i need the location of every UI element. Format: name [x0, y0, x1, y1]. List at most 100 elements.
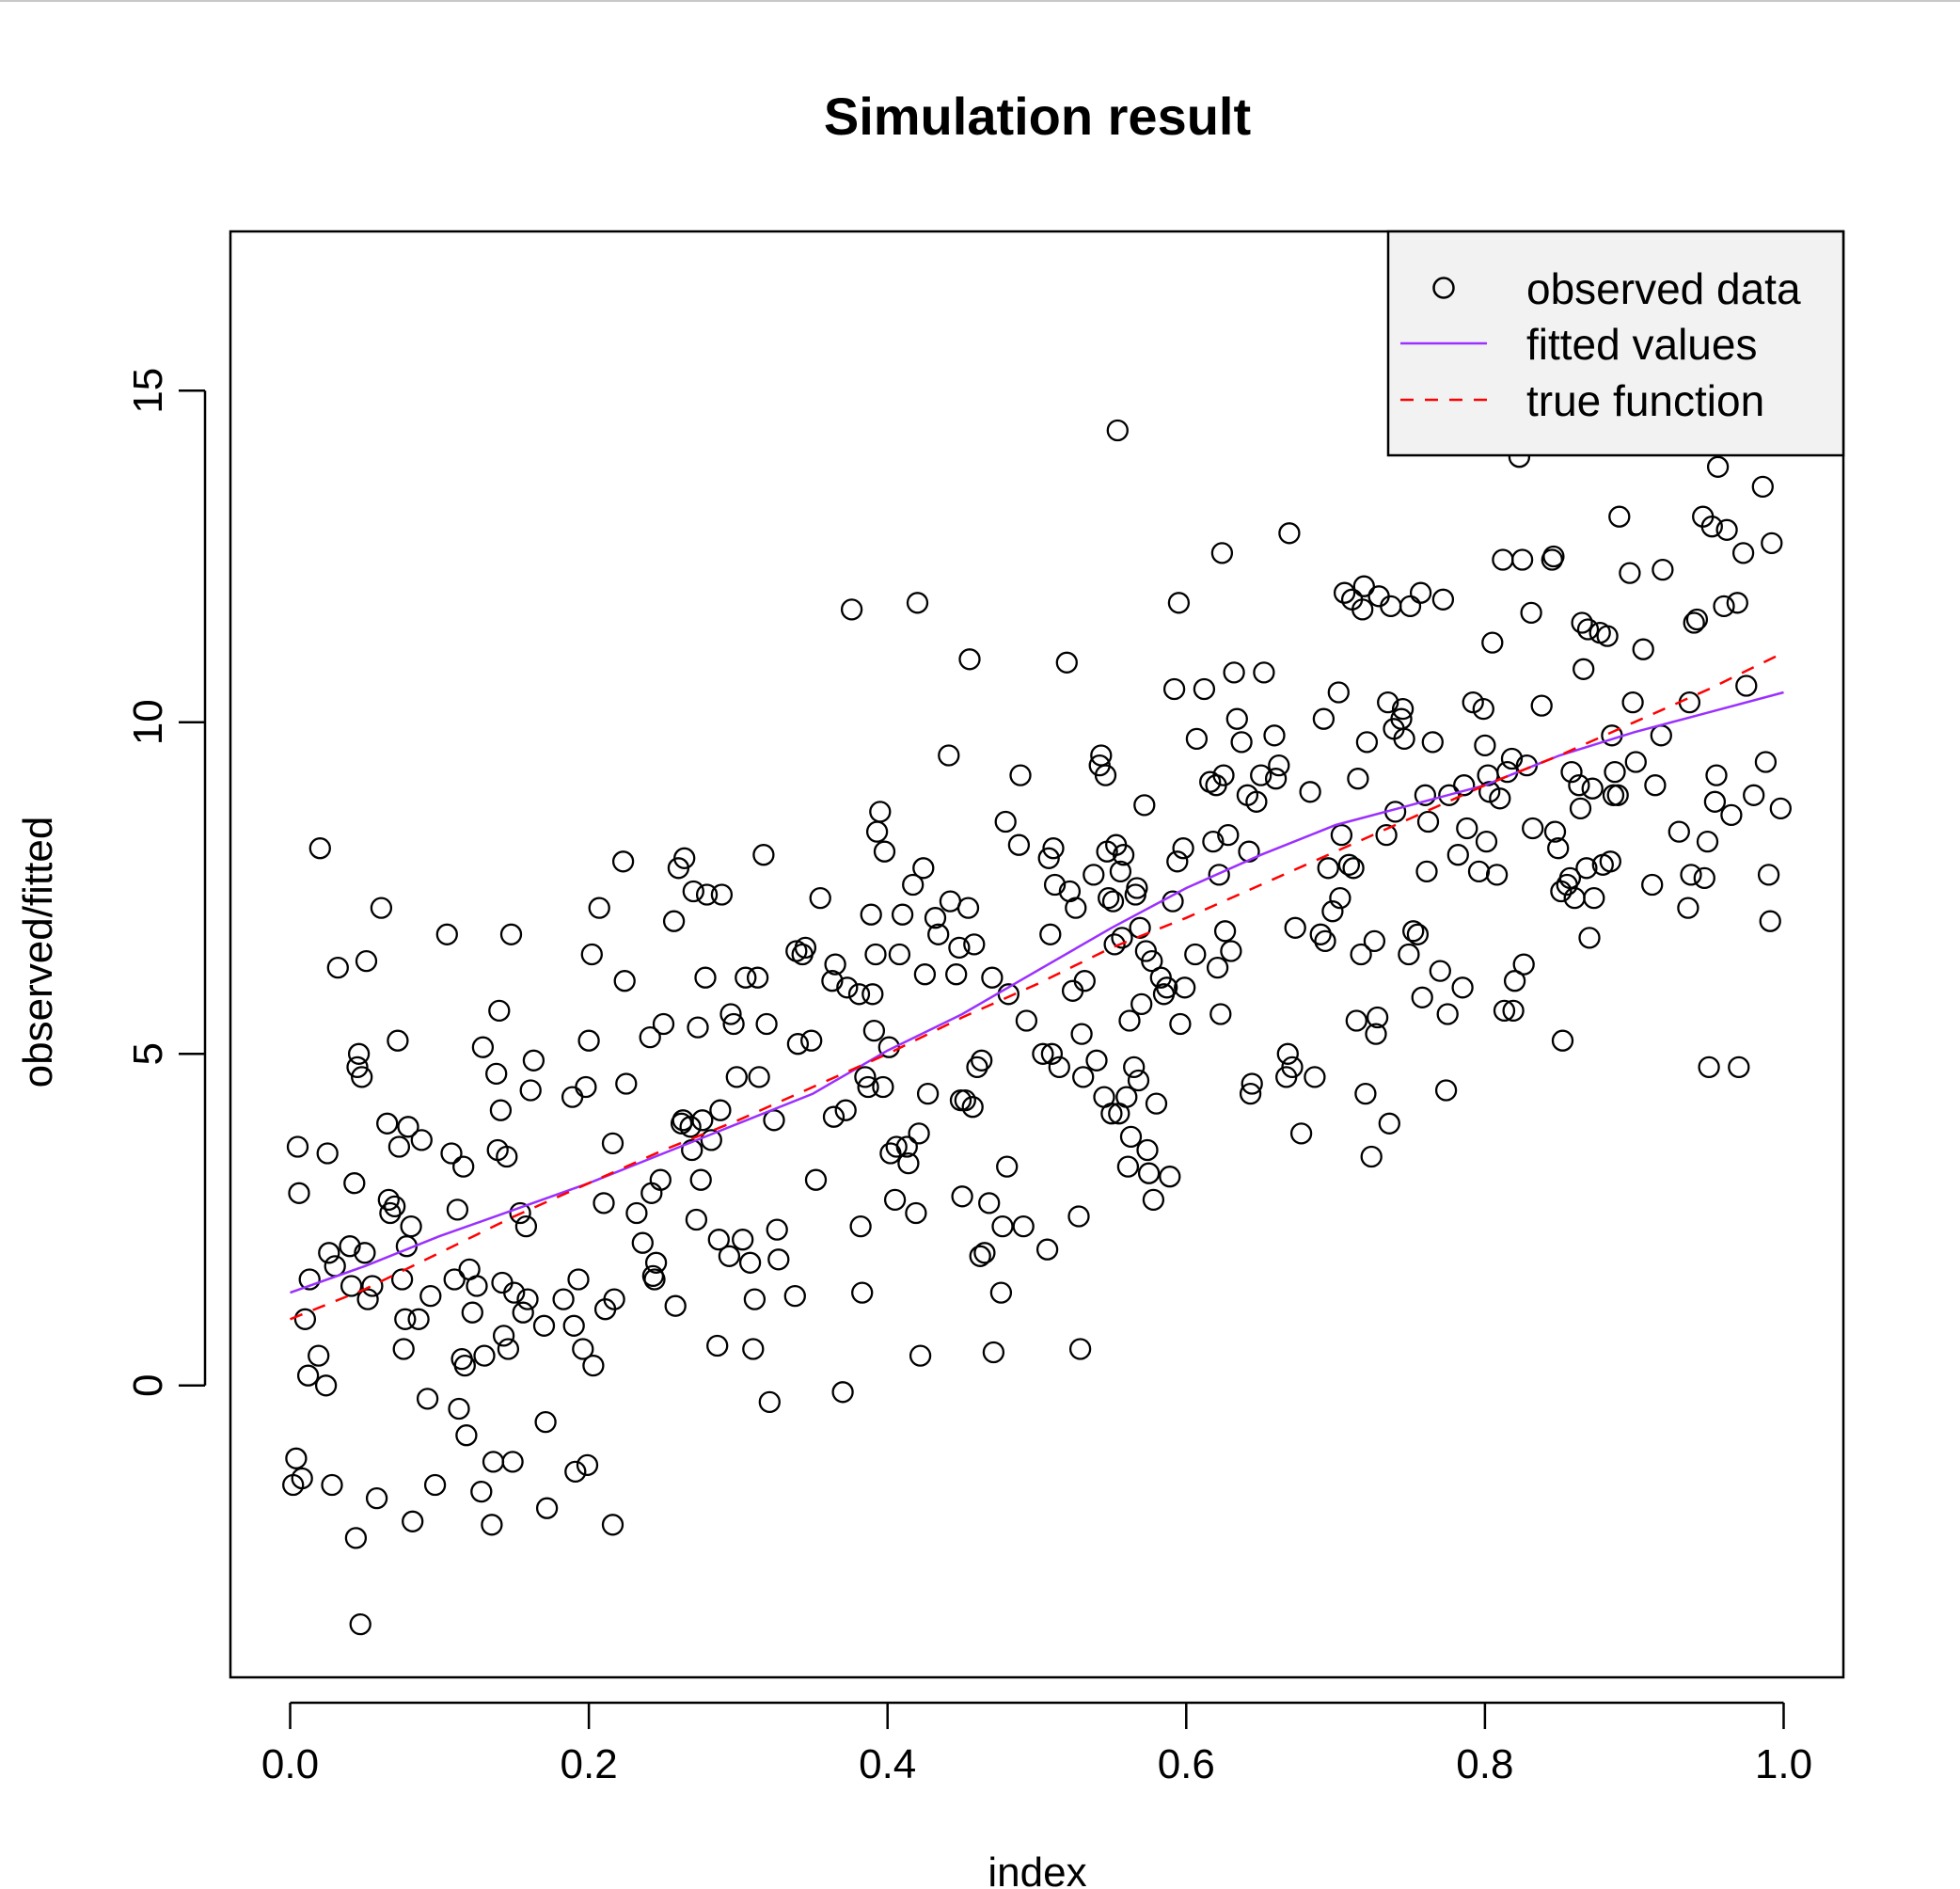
- data-point: [1223, 661, 1245, 684]
- data-point: [370, 897, 393, 919]
- data-point: [1596, 625, 1619, 647]
- data-point: [996, 1155, 1019, 1178]
- data-point: [1757, 864, 1780, 886]
- x-tick-label: 0.4: [859, 1741, 916, 1787]
- data-point: [1705, 764, 1728, 786]
- data-point: [1327, 681, 1350, 704]
- data-point: [1123, 1056, 1146, 1079]
- data-point: [873, 840, 896, 863]
- data-point: [1355, 731, 1379, 754]
- data-point: [1264, 768, 1288, 790]
- data-point: [576, 1453, 599, 1477]
- data-point: [909, 1344, 932, 1367]
- data-point: [1312, 707, 1336, 730]
- data-point: [1037, 847, 1060, 869]
- data-point: [1503, 970, 1526, 992]
- data-point: [316, 1142, 339, 1165]
- data-point: [1378, 1112, 1400, 1135]
- data-point: [1072, 1066, 1095, 1088]
- top-border-line: [0, 0, 1960, 2]
- data-point: [1391, 697, 1415, 721]
- data-point: [1212, 764, 1235, 786]
- data-point: [831, 1381, 854, 1404]
- data-point: [1208, 864, 1230, 886]
- data-point: [1398, 943, 1420, 966]
- data-point: [1530, 694, 1553, 717]
- data-point: [1130, 992, 1153, 1016]
- data-point: [1032, 1042, 1054, 1065]
- data-point: [1380, 595, 1402, 618]
- data-point: [1703, 790, 1727, 813]
- data-point: [470, 1480, 493, 1503]
- data-point: [1632, 638, 1654, 660]
- data-point: [963, 933, 986, 956]
- data-point: [973, 1242, 996, 1264]
- data-point: [580, 943, 603, 966]
- data-point: [906, 592, 929, 614]
- data-point: [286, 1135, 309, 1158]
- data-point: [1156, 976, 1178, 999]
- data-point: [1706, 455, 1730, 478]
- data-point: [1474, 734, 1496, 757]
- data-point: [308, 1344, 330, 1367]
- data-point: [567, 1268, 590, 1291]
- data-point: [1304, 1066, 1326, 1088]
- data-point: [989, 1281, 1013, 1304]
- data-point: [1683, 611, 1705, 634]
- data-point: [978, 1192, 1001, 1214]
- data-point: [522, 1049, 545, 1071]
- data-point: [746, 966, 769, 989]
- data-point: [722, 1012, 745, 1036]
- data-point: [1239, 1082, 1262, 1105]
- data-point: [1731, 542, 1755, 564]
- data-point: [1100, 1103, 1123, 1125]
- data-point: [346, 1056, 369, 1079]
- data-point: [1583, 886, 1605, 910]
- data-point: [1421, 731, 1444, 754]
- data-point: [1726, 592, 1748, 614]
- data-point: [1129, 916, 1151, 939]
- data-point: [1162, 677, 1186, 701]
- data-point: [443, 1268, 466, 1291]
- data-point: [949, 1088, 972, 1112]
- data-point: [1409, 581, 1432, 604]
- data-point: [1317, 857, 1339, 880]
- x-tick-label: 0.2: [561, 1741, 618, 1787]
- data-point: [1489, 787, 1511, 810]
- data-point: [601, 1514, 624, 1536]
- data-point: [496, 1145, 518, 1168]
- data-point: [361, 1275, 384, 1297]
- data-point: [1402, 920, 1425, 943]
- data-point: [1012, 1214, 1035, 1238]
- x-axis-label: index: [988, 1849, 1086, 1889]
- data-point: [1624, 751, 1647, 773]
- data-point: [748, 1066, 770, 1088]
- data-point: [1434, 1079, 1458, 1102]
- data-point: [1467, 860, 1491, 883]
- data-point: [1713, 595, 1735, 618]
- data-point: [601, 1132, 624, 1155]
- data-point: [1543, 820, 1567, 843]
- data-point: [552, 1288, 575, 1310]
- data-point: [1431, 588, 1455, 611]
- data-point: [1366, 1006, 1389, 1029]
- data-point: [489, 1099, 513, 1121]
- data-point: [423, 1473, 447, 1497]
- data-point: [390, 1268, 414, 1291]
- data-point: [1268, 754, 1290, 777]
- data-point: [1575, 857, 1598, 880]
- data-point: [519, 1079, 542, 1102]
- data-point: [897, 1151, 920, 1175]
- data-point: [575, 1075, 597, 1099]
- data-point: [1399, 595, 1422, 618]
- data-point: [888, 943, 911, 966]
- data-point: [485, 1062, 508, 1086]
- data-point: [1015, 1009, 1038, 1032]
- data-point: [446, 1198, 469, 1221]
- data-point: [682, 880, 704, 903]
- data-point: [1492, 548, 1514, 571]
- data-point: [1769, 797, 1792, 820]
- data-point: [742, 1338, 765, 1360]
- legend-circle-icon: [1432, 277, 1455, 299]
- data-point: [1568, 774, 1590, 797]
